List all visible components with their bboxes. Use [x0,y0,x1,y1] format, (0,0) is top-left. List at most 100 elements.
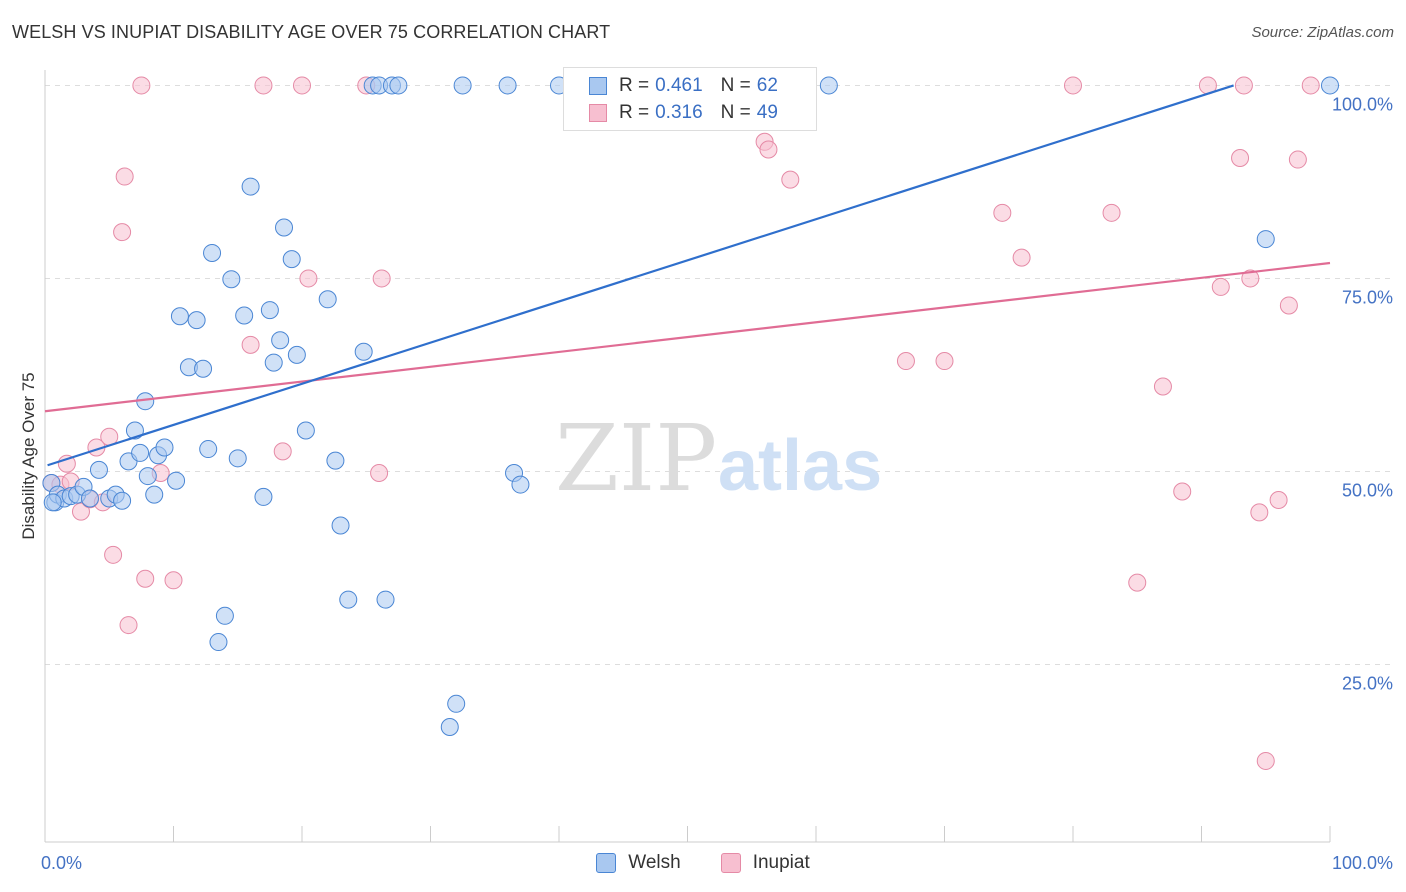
welsh-point [199,440,218,459]
inupiat-point [254,76,273,95]
y-tick-labels: 25.0% 50.0% 75.0% 100.0% [1332,94,1393,693]
inupiat-point [132,76,151,95]
inupiat-point [273,442,292,461]
welsh-point [389,76,408,95]
welsh-point [447,694,466,713]
welsh-point [235,306,254,325]
legend-r-label: R = [619,102,650,123]
welsh-point [155,438,174,457]
inupiat-point [115,167,134,186]
welsh-point [331,516,350,535]
welsh-point [260,301,279,320]
welsh-point [264,353,283,372]
welsh-point [819,76,838,95]
welsh-point [241,177,260,196]
inupiat-point [1269,491,1288,510]
welsh-point [228,449,247,468]
welsh-point [138,467,157,486]
welsh-trend-line [47,84,1234,467]
welsh-points [42,76,1339,736]
welsh-point [167,471,186,490]
welsh-point [275,218,294,237]
y-tick-label: 75.0% [1342,287,1393,307]
inupiat-point [299,269,318,288]
inupiat-point [1279,296,1298,315]
welsh-point [194,359,213,378]
inupiat-point [136,569,155,588]
inupiat-point [935,352,954,371]
welsh-point [89,460,108,479]
x-tick-labels: 0.0% 100.0% [41,853,1393,873]
welsh-point [145,485,164,504]
welsh-point [187,311,206,330]
legend-item-inupiat: Inupiat [720,852,810,874]
welsh-point [440,717,459,736]
welsh-point [498,76,517,95]
inupiat-point [1128,573,1147,592]
legend-n-value-inupiat: 49 [756,102,778,123]
welsh-point [326,451,345,470]
inupiat-point [1153,377,1172,396]
inupiat-point [1211,277,1230,296]
welsh-point [131,443,150,462]
inupiat-point [781,170,800,189]
x-tick-label: 0.0% [41,853,82,873]
inupiat-point [1234,76,1253,95]
y-tick-label: 50.0% [1342,480,1393,500]
welsh-point [1321,76,1339,95]
legend-row-inupiat: R = 0.316 N = 49 [564,100,778,126]
inupiat-point [759,140,778,159]
chart-title: WELSH VS INUPIAT DISABILITY AGE OVER 75 … [12,22,611,42]
series-legend: Welsh Inupiat [0,852,1406,874]
welsh-point [511,475,530,494]
inupiat-point [1173,482,1192,501]
axes [44,70,1331,843]
inupiat-point [1012,248,1031,267]
inupiat-point [293,76,311,95]
inupiat-point [71,502,90,521]
inupiat-point [372,269,391,288]
legend-n-label: N = [720,75,751,96]
legend-r-label: R = [619,75,650,96]
legend-swatch-inupiat [589,104,607,122]
legend-swatch-welsh [596,853,617,873]
welsh-point [215,606,234,625]
inupiat-point [1231,149,1250,168]
inupiat-point [104,545,123,564]
inupiat-point [1102,203,1121,222]
inupiat-point [896,352,915,371]
trend-lines [44,84,1331,467]
legend-row-welsh: R = 0.461 N = 62 [564,73,778,99]
welsh-point [113,491,132,510]
welsh-point [296,421,315,440]
inupiat-point [1241,269,1260,288]
legend-label-inupiat: Inupiat [752,852,810,873]
inupiat-point [1288,150,1307,169]
x-tick-label: 100.0% [1332,853,1393,873]
welsh-point [339,590,358,609]
welsh-point [170,307,189,326]
inupiat-point [241,335,260,354]
welsh-point [354,342,373,361]
inupiat-point [370,463,389,482]
legend-item-welsh: Welsh [596,852,681,874]
welsh-point [271,331,290,350]
legend-n-value-welsh: 62 [756,75,778,96]
inupiat-point [1064,76,1082,95]
welsh-point [318,290,337,309]
welsh-point [209,633,228,652]
correlation-legend: R = 0.461 N = 62 R = 0.316 N = 49 [563,67,817,131]
y-tick-label: 100.0% [1332,94,1393,114]
welsh-point [254,487,273,506]
inupiat-point [164,571,183,590]
legend-n-label: N = [720,102,751,123]
welsh-point [222,270,241,289]
inupiat-trend-line [44,261,1331,413]
inupiat-point [119,616,138,635]
inupiat-point [113,223,132,242]
welsh-point [1256,230,1275,249]
welsh-point [282,250,301,269]
watermark-atlas: atlas [718,426,882,506]
grid-lines [45,84,1392,665]
welsh-point [80,489,99,508]
